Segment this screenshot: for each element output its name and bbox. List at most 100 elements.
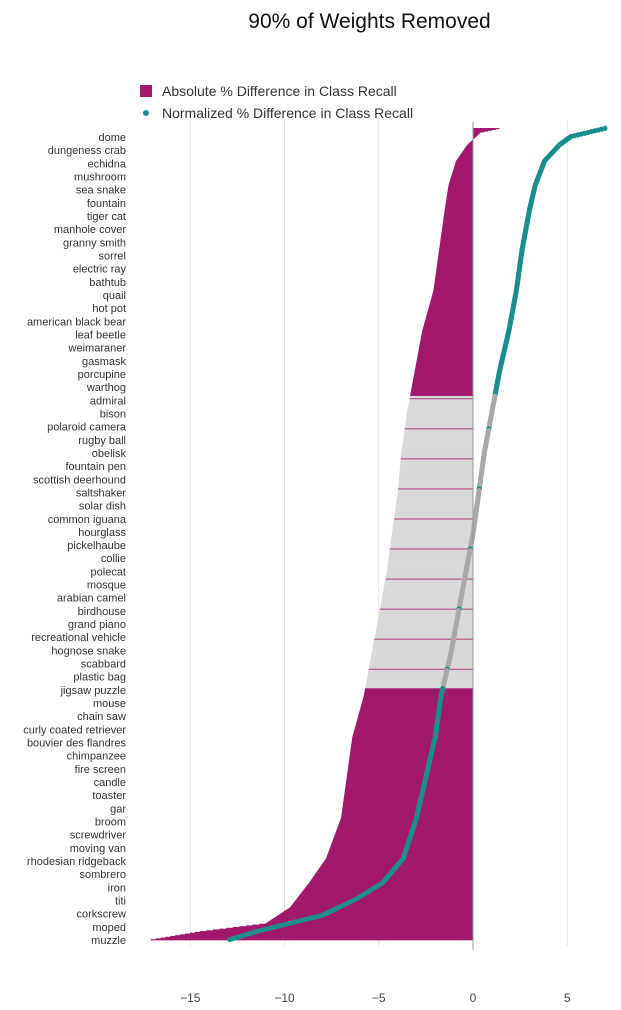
- bar: [411, 389, 473, 391]
- bar: [401, 456, 473, 458]
- bar: [373, 641, 473, 644]
- bar: [399, 477, 473, 480]
- bar: [391, 534, 473, 536]
- bar: [340, 818, 473, 820]
- bar: [394, 515, 473, 517]
- bar: [330, 846, 473, 848]
- y-tick-label: sorrel: [98, 250, 126, 262]
- bar: [440, 242, 473, 244]
- bar: [402, 445, 473, 447]
- bar: [365, 684, 473, 686]
- bar: [350, 749, 473, 752]
- bar: [414, 370, 473, 372]
- bar: [396, 502, 473, 504]
- bar: [274, 917, 473, 919]
- bar: [444, 211, 473, 213]
- bar: [418, 351, 473, 353]
- bar: [346, 780, 473, 782]
- bar: [350, 753, 473, 755]
- bar: [353, 732, 473, 734]
- y-tick-label: bison: [100, 408, 126, 420]
- bar: [367, 674, 473, 676]
- bar: [348, 767, 473, 769]
- legend-bar-swatch: [140, 85, 152, 97]
- bar: [419, 344, 473, 346]
- bar: [351, 739, 473, 741]
- bar: [335, 831, 473, 833]
- bar: [444, 210, 473, 212]
- bar: [369, 664, 473, 666]
- y-tick-label: chain saw: [77, 711, 126, 723]
- y-tick-label: rhodesian ridgeback: [27, 856, 127, 868]
- bar: [372, 649, 473, 651]
- bar: [399, 473, 473, 475]
- bar: [443, 214, 473, 217]
- bar: [443, 220, 473, 222]
- bar: [396, 500, 473, 502]
- bar: [375, 633, 473, 635]
- y-tick-label: solar dish: [79, 501, 126, 513]
- bar: [206, 930, 473, 932]
- bar: [379, 610, 473, 612]
- bar: [466, 145, 473, 148]
- bar: [435, 271, 473, 273]
- bar: [332, 841, 473, 843]
- bar: [447, 193, 473, 195]
- bar: [449, 180, 473, 182]
- y-tick-label: porcupine: [78, 369, 126, 381]
- bar: [398, 482, 473, 485]
- bar: [403, 440, 473, 442]
- bar: [388, 555, 473, 557]
- bar: [372, 646, 473, 649]
- bar: [442, 223, 473, 225]
- bar: [309, 882, 473, 884]
- bar: [414, 369, 473, 372]
- bar: [447, 192, 473, 195]
- bar: [338, 824, 473, 826]
- bar: [398, 486, 473, 489]
- bar: [440, 236, 473, 238]
- bar: [471, 140, 473, 142]
- bar: [394, 516, 473, 518]
- bar: [328, 850, 473, 852]
- bar: [437, 263, 473, 265]
- bar: [287, 908, 473, 910]
- x-tick-label: −10: [274, 991, 295, 1005]
- bar: [383, 591, 473, 593]
- bar: [392, 527, 473, 529]
- bar: [309, 881, 473, 883]
- bar: [308, 883, 473, 885]
- bar: [377, 623, 473, 625]
- bar: [379, 612, 473, 614]
- legend-entry-absolute[interactable]: Absolute % Difference in Class Recall: [140, 83, 397, 99]
- bar: [409, 399, 473, 401]
- bar: [362, 701, 473, 703]
- bar: [346, 780, 473, 783]
- bar: [360, 706, 473, 708]
- bar: [297, 896, 473, 899]
- bar: [349, 754, 473, 756]
- bar: [406, 417, 473, 420]
- bar: [389, 549, 473, 551]
- bar: [435, 276, 473, 278]
- bar: [342, 806, 473, 808]
- bar: [303, 889, 473, 891]
- bar: [185, 933, 473, 935]
- bar: [414, 369, 473, 371]
- bar: [400, 460, 473, 462]
- bar: [349, 758, 473, 761]
- bar: [447, 189, 473, 191]
- bar: [271, 918, 473, 921]
- bar: [409, 395, 473, 398]
- bar: [354, 728, 473, 731]
- legend-entry-normalized[interactable]: Normalized % Difference in Class Recall: [140, 105, 413, 121]
- bar: [347, 767, 473, 770]
- bar: [358, 712, 473, 714]
- bar: [389, 550, 473, 552]
- bar: [379, 608, 473, 610]
- bar: [199, 931, 474, 933]
- bar: [379, 611, 473, 614]
- bar: [473, 137, 475, 139]
- bar: [366, 681, 473, 683]
- bar: [397, 495, 473, 497]
